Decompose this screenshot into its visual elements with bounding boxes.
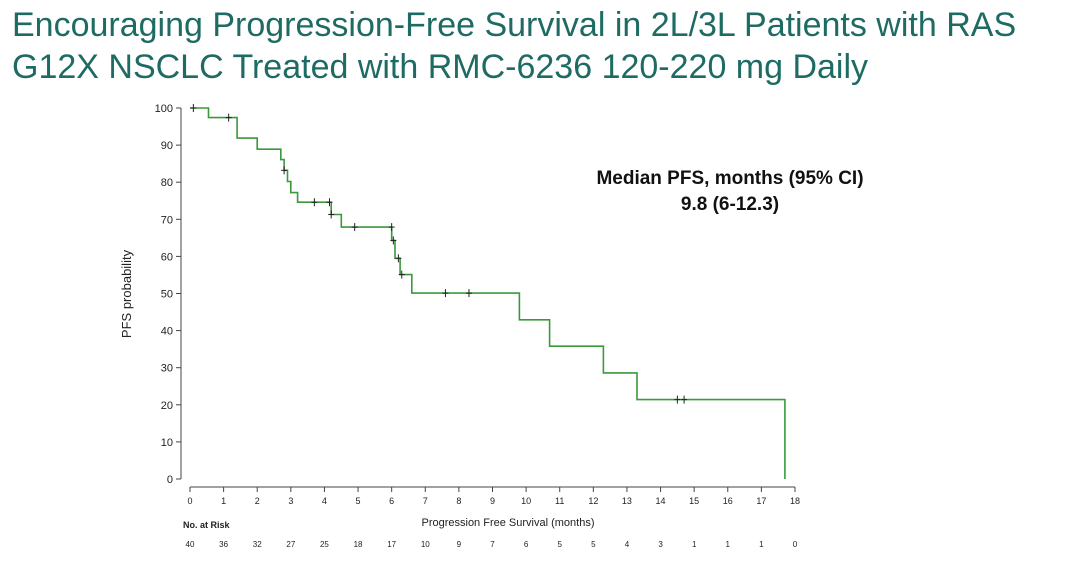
median-pfs-label: Median PFS, months (95% CI) [596,168,864,189]
risk-count: 17 [387,540,396,549]
risk-count: 7 [490,540,495,549]
pfs-step-line [190,107,786,479]
censor-mark [328,210,335,219]
x-tick-label: 7 [423,496,428,506]
y-tick-label: 20 [161,400,173,412]
slide-title-line-2: G12X NSCLC Treated with RMC-6236 120-220… [12,48,869,86]
x-tick-label: 3 [288,496,293,506]
censor-mark [681,395,688,404]
y-tick-label: 0 [167,474,173,486]
risk-count: 1 [692,540,697,549]
pfs-curve-group [190,107,786,479]
risk-count: 32 [253,540,262,549]
risk-count: 5 [557,540,562,549]
censor-mark [674,395,681,404]
y-tick-label: 30 [161,363,173,375]
censor-mark [311,198,318,207]
y-axis-label: PFS probability [119,249,134,338]
x-tick-label: 16 [723,496,733,506]
risk-count: 3 [658,540,663,549]
censor-mark [390,236,397,245]
y-tick-label: 70 [161,214,173,226]
x-tick-label: 1 [221,496,226,506]
censor-mark [351,223,358,232]
censor-mark [465,289,472,298]
censor-mark [398,270,405,279]
censor-mark [388,223,395,232]
x-tick-label: 0 [187,496,192,506]
risk-count: 1 [726,540,731,549]
x-tick-label: 8 [456,496,461,506]
censor-mark [442,289,449,298]
x-tick-label: 13 [622,496,632,506]
x-tick-label: 2 [255,496,260,506]
risk-count: 4 [625,540,630,549]
x-tick-label: 18 [790,496,800,506]
risk-count: 36 [219,540,228,549]
x-tick-label: 12 [588,496,598,506]
median-pfs-annotation: Median PFS, months (95% CI) 9.8 (6-12.3) [520,166,940,218]
censor-mark [281,166,288,175]
censor-mark [395,254,402,263]
risk-table: 40 36 32 27 25 18 17 10 9 7 6 5 5 4 3 1 1 1 0 [186,540,798,549]
x-tick-label: 5 [356,496,361,506]
x-axis-label: Progression Free Survival (months) [421,517,594,529]
slide-title-line-1: Encouraging Progression-Free Survival in… [12,6,1017,44]
risk-count: 0 [793,540,798,549]
x-tick-label: 9 [490,496,495,506]
censor-marks [190,104,688,404]
y-tick-label: 90 [161,140,173,152]
risk-count: 40 [186,540,195,549]
y-tick-label: 80 [161,177,173,189]
risk-count: 6 [524,540,529,549]
x-tick-label: 15 [689,496,699,506]
risk-count: 27 [286,540,295,549]
risk-count: 25 [320,540,329,549]
x-tick-label: 14 [656,496,666,506]
y-tick-label: 50 [161,289,173,301]
y-tick-label: 10 [161,437,173,449]
x-tick-label: 17 [756,496,766,506]
x-tick-label: 6 [389,496,394,506]
x-tick-label: 11 [555,496,564,506]
risk-count: 1 [759,540,764,549]
risk-count: 10 [421,540,430,549]
y-tick-label: 100 [155,103,173,115]
x-tick-label: 10 [521,496,531,506]
risk-count: 9 [457,540,462,549]
x-tick-label: 4 [322,496,327,506]
censor-mark [225,113,232,122]
censor-mark [326,198,333,207]
risk-count: 18 [354,540,363,549]
y-tick-label: 60 [161,251,173,263]
risk-table-label: No. at Risk [183,520,231,530]
slide-title: Encouraging Progression-Free Survival in… [12,4,1072,88]
risk-count: 5 [591,540,596,549]
censor-mark [190,104,197,112]
y-tick-label: 40 [161,326,173,338]
median-pfs-value: 9.8 (6-12.3) [680,194,780,215]
